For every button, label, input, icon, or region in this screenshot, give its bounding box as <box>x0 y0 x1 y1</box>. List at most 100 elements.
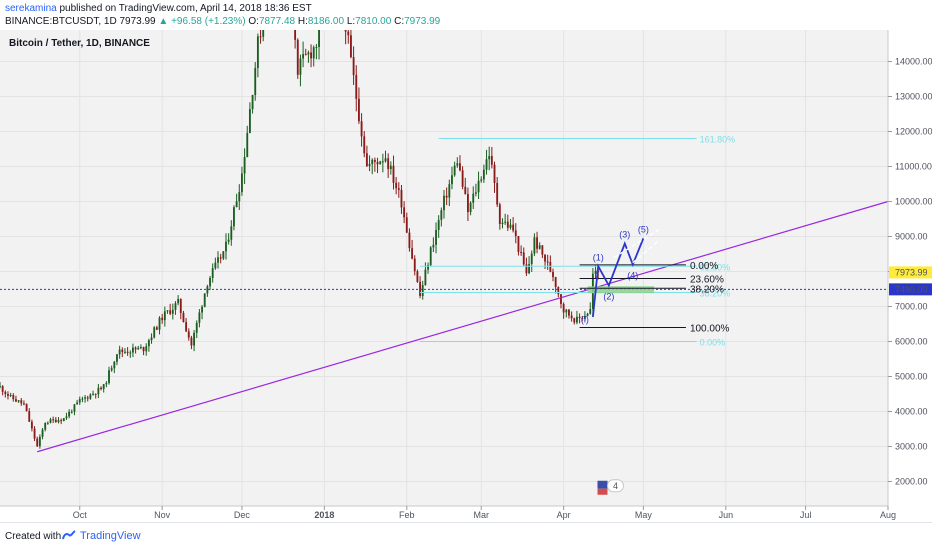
candle-body <box>15 399 17 402</box>
candle-body <box>397 188 400 190</box>
tradingview-brand[interactable]: TradingView <box>80 530 141 542</box>
candle-body <box>73 404 76 412</box>
candle-body <box>187 331 190 338</box>
wave-label: (3) <box>619 230 630 240</box>
events-badge <box>606 479 624 493</box>
candle-body <box>352 57 355 76</box>
plot-area[interactable] <box>0 30 888 506</box>
candle-body <box>443 195 445 211</box>
price-change: +96.58 (+1.23%) <box>171 16 246 27</box>
tradingview-logo-icon <box>62 530 76 540</box>
fib-wide-label: 38.20% <box>700 289 731 299</box>
fib-level-label: 23.60% <box>690 275 724 286</box>
candle-body <box>440 210 443 220</box>
time-tick-label: Apr <box>557 510 571 520</box>
candle-body <box>158 317 161 330</box>
candle-body <box>262 18 265 37</box>
candle-body <box>12 395 15 400</box>
candle-body <box>129 352 132 354</box>
fib-wide-label: 161.80% <box>700 135 736 145</box>
wave-label: (i) <box>581 314 589 324</box>
chart-canvas[interactable]: 161.80%61.80%38.20%0.00%0.00%23.60%38.20… <box>0 0 932 522</box>
candle-body <box>105 382 108 385</box>
price-label: 7973.99 <box>895 267 928 277</box>
candle-body <box>4 391 7 394</box>
candle-body <box>142 347 145 352</box>
candle-body <box>421 285 424 296</box>
time-tick-label: May <box>635 510 653 520</box>
candle-body <box>365 153 368 167</box>
candle-body <box>456 163 459 166</box>
candle-body <box>150 337 153 341</box>
candle-body <box>153 327 156 338</box>
candle-body <box>163 311 166 321</box>
wave-label: (5) <box>638 224 649 234</box>
candle-body <box>22 403 25 405</box>
price-axis[interactable]: 2000.00 3000.00 4000.00 5000.00 6000.00 7000.… <box>887 30 932 522</box>
price-label: 7490.00 <box>895 284 928 294</box>
candle-body <box>570 315 573 319</box>
fib-level-label: 0.00% <box>690 261 718 272</box>
candle-body <box>371 159 374 164</box>
price-tick-label: 7000.00 <box>895 302 928 312</box>
candle-body <box>360 121 363 137</box>
price-tick-label: 3000.00 <box>895 442 928 452</box>
candle-body <box>302 54 305 59</box>
candle-body <box>453 165 456 176</box>
candle-body <box>65 416 68 419</box>
candle-body <box>307 52 310 55</box>
candle-body <box>225 241 227 252</box>
candle-body <box>355 75 358 99</box>
time-tick-label: 2018 <box>314 510 334 520</box>
candle-body <box>350 35 352 58</box>
candle-body <box>0 386 1 388</box>
time-tick-label: Oct <box>73 510 88 520</box>
author-link[interactable]: serekamina <box>5 3 57 14</box>
wave-channel-upper <box>613 228 660 259</box>
candle-body <box>514 230 517 237</box>
candle-body <box>177 298 180 304</box>
candle-body <box>589 309 592 314</box>
candle-body <box>294 0 297 40</box>
candle-body <box>1 386 4 392</box>
price-tick-label: 6000.00 <box>895 337 928 347</box>
candle-body <box>195 322 198 333</box>
candle-body <box>562 303 565 313</box>
candle-body <box>49 419 52 423</box>
candle-body <box>466 194 469 213</box>
candle-body <box>538 245 541 249</box>
candle-body <box>132 347 134 353</box>
candle-body <box>357 98 360 122</box>
candle-body <box>512 224 515 231</box>
price-chart[interactable]: 161.80% 61.80% 38.20% 0.00% 0.00% 23.60% 38.20… <box>0 0 932 522</box>
candle-body <box>405 217 408 233</box>
candle-body <box>485 159 488 170</box>
flag-icon <box>597 480 608 489</box>
candle-body <box>174 303 177 310</box>
candle-body <box>33 428 36 439</box>
candle-body <box>92 393 94 395</box>
candle-body <box>251 95 254 110</box>
support-zone <box>587 286 655 294</box>
candle-body <box>549 261 552 272</box>
candle-body <box>147 340 150 347</box>
candle-body <box>161 317 164 321</box>
ohlc-close: 7973.99 <box>404 16 441 27</box>
candle-body <box>46 422 49 424</box>
candle-body <box>76 402 79 405</box>
candle-body <box>312 47 315 59</box>
candle-body <box>155 327 158 330</box>
candle-body <box>211 268 214 278</box>
candle-body <box>84 397 87 399</box>
candle-body <box>94 393 97 395</box>
candle-body <box>573 318 576 323</box>
price-tick-label: 9000.00 <box>895 232 928 242</box>
candle-body <box>427 265 429 270</box>
candle-body <box>520 251 523 253</box>
time-tick-label: Mar <box>473 510 489 520</box>
candle-body <box>472 193 475 203</box>
candle-body <box>533 237 536 254</box>
price-tick-label: 10000.00 <box>895 197 932 207</box>
time-axis[interactable]: Oct Nov Dec 2018 Feb Mar Apr May Jun Jul Aug <box>0 505 896 522</box>
candle-body <box>198 312 201 323</box>
